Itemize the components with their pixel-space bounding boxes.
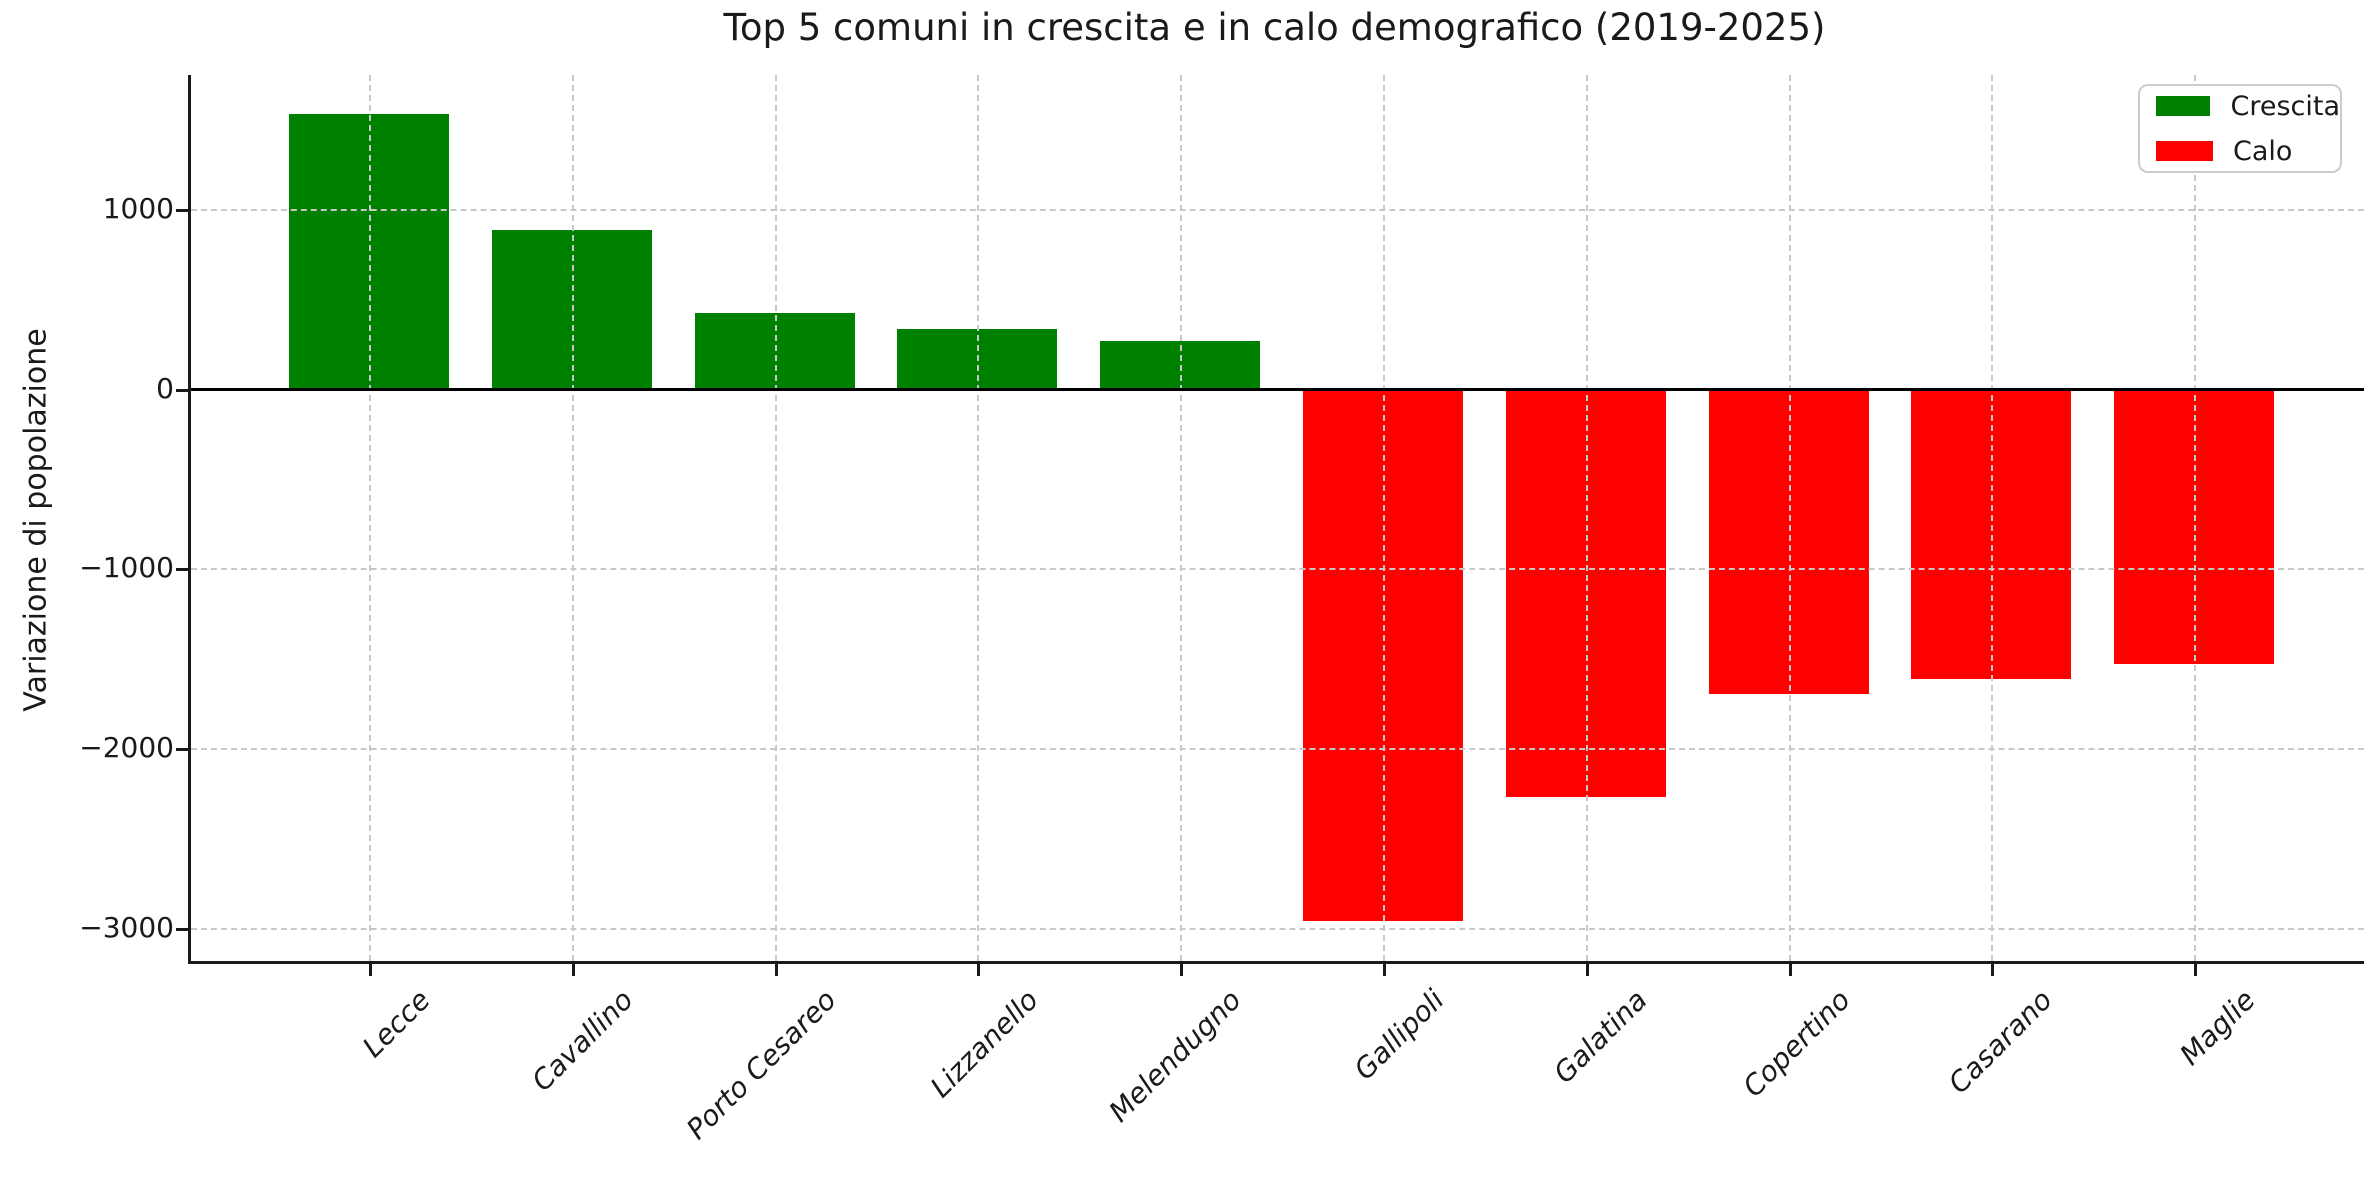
x-gridline bbox=[571, 75, 574, 961]
x-tick-mark bbox=[1585, 964, 1589, 976]
plot-area: Crescita Calo bbox=[176, 75, 2364, 976]
x-gridline bbox=[1383, 75, 1385, 961]
x-gridline bbox=[977, 75, 980, 961]
x-tick-mark bbox=[977, 964, 981, 976]
y-tick-mark bbox=[176, 388, 188, 392]
legend-swatch-calo bbox=[2156, 141, 2213, 161]
x-gridline bbox=[1180, 75, 1183, 961]
y-tick-label: 0 bbox=[156, 371, 174, 405]
y-gridline bbox=[191, 748, 2364, 751]
x-tick-label: Melendugno bbox=[1102, 983, 1248, 1129]
x-tick-label: Cavallino bbox=[525, 983, 640, 1098]
x-tick-label: Copertino bbox=[1736, 983, 1857, 1104]
y-tick-mark bbox=[176, 748, 188, 752]
legend-label-calo: Calo bbox=[2233, 135, 2293, 167]
x-tick-mark bbox=[1383, 964, 1386, 976]
y-tick-label: 1000 bbox=[102, 191, 174, 225]
zero-axis-line bbox=[191, 387, 2364, 391]
legend-swatch-crescita bbox=[2156, 96, 2211, 116]
x-tick-mark bbox=[774, 964, 778, 976]
x-tick-label: Casarano bbox=[1942, 983, 2060, 1100]
x-tick-mark bbox=[2194, 964, 2198, 976]
y-tick-label: −3000 bbox=[79, 910, 174, 944]
y-tick-label: −1000 bbox=[79, 551, 174, 585]
y-gridline bbox=[191, 927, 2364, 930]
y-gridline bbox=[191, 568, 2364, 571]
y-tick-mark bbox=[176, 568, 188, 572]
x-tick-label: Porto Cesareo bbox=[679, 983, 843, 1146]
x-tick-mark bbox=[369, 964, 372, 976]
x-gridline bbox=[2194, 75, 2197, 961]
x-gridline bbox=[1788, 75, 1791, 961]
legend-item-crescita: Crescita bbox=[2156, 91, 2340, 122]
x-tick-label: Lizzanello bbox=[924, 983, 1046, 1104]
x-tick-mark bbox=[1180, 964, 1184, 976]
x-tick-mark bbox=[1788, 964, 1792, 976]
x-tick-mark bbox=[1991, 964, 1995, 976]
x-gridline bbox=[1991, 75, 1994, 961]
y-tick-mark bbox=[176, 927, 188, 931]
x-tick-label: Galatina bbox=[1547, 983, 1654, 1090]
y-gridline bbox=[191, 208, 2364, 211]
x-tick-label: Gallipoli bbox=[1347, 983, 1451, 1087]
chart-title: Top 5 comuni in crescita e in calo demog… bbox=[723, 6, 1826, 49]
y-tick-mark bbox=[176, 208, 188, 212]
x-gridline bbox=[1585, 75, 1588, 961]
x-gridline bbox=[369, 75, 371, 961]
x-tick-label: Maglie bbox=[2173, 983, 2262, 1072]
legend-item-calo: Calo bbox=[2156, 136, 2340, 167]
x-tick-mark bbox=[571, 964, 575, 976]
y-tick-label: −2000 bbox=[79, 731, 174, 765]
legend: Crescita Calo bbox=[2138, 84, 2342, 173]
x-tick-label: Lecce bbox=[356, 983, 437, 1064]
legend-label-crescita: Crescita bbox=[2230, 90, 2340, 122]
x-gridline bbox=[774, 75, 777, 961]
